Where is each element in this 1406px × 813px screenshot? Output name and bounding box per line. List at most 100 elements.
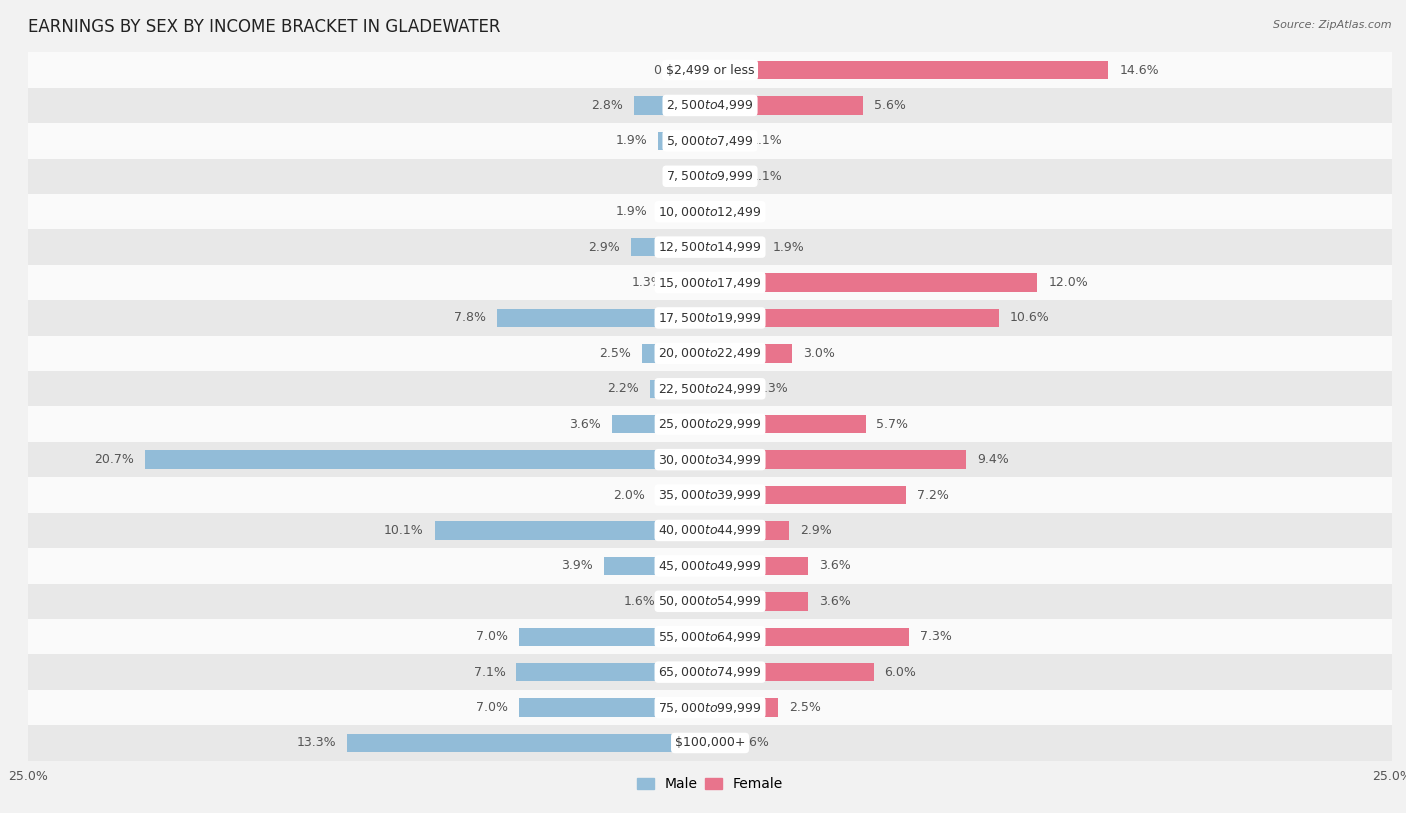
Bar xyxy=(666,592,710,611)
Text: $12,500 to $14,999: $12,500 to $14,999 xyxy=(658,240,762,254)
Bar xyxy=(28,442,1392,477)
Bar xyxy=(710,132,740,150)
Text: 7.3%: 7.3% xyxy=(920,630,952,643)
Bar xyxy=(710,309,1000,327)
Bar xyxy=(658,132,710,150)
Text: 3.6%: 3.6% xyxy=(569,418,600,431)
Bar xyxy=(28,265,1392,300)
Bar xyxy=(710,450,966,469)
Text: 3.0%: 3.0% xyxy=(803,347,835,360)
Text: 7.2%: 7.2% xyxy=(917,489,949,502)
Text: 13.3%: 13.3% xyxy=(297,737,336,750)
Bar xyxy=(516,663,710,681)
Bar xyxy=(28,52,1392,88)
Bar xyxy=(28,371,1392,406)
Bar xyxy=(28,406,1392,442)
Text: $25,000 to $29,999: $25,000 to $29,999 xyxy=(658,417,762,431)
Text: $10,000 to $12,499: $10,000 to $12,499 xyxy=(658,205,762,219)
Bar xyxy=(710,380,745,398)
Text: 1.3%: 1.3% xyxy=(631,276,664,289)
Text: 1.9%: 1.9% xyxy=(616,205,647,218)
Bar xyxy=(28,584,1392,619)
Text: 1.6%: 1.6% xyxy=(624,595,655,608)
Text: 1.3%: 1.3% xyxy=(756,382,789,395)
Text: 1.9%: 1.9% xyxy=(616,134,647,147)
Bar xyxy=(675,273,710,292)
Text: 2.2%: 2.2% xyxy=(607,382,640,395)
Text: $65,000 to $74,999: $65,000 to $74,999 xyxy=(658,665,762,679)
Bar xyxy=(710,734,727,752)
Text: EARNINGS BY SEX BY INCOME BRACKET IN GLADEWATER: EARNINGS BY SEX BY INCOME BRACKET IN GLA… xyxy=(28,18,501,36)
Text: $20,000 to $22,499: $20,000 to $22,499 xyxy=(658,346,762,360)
Text: 2.5%: 2.5% xyxy=(599,347,631,360)
Text: $30,000 to $34,999: $30,000 to $34,999 xyxy=(658,453,762,467)
Text: 2.9%: 2.9% xyxy=(800,524,832,537)
Bar xyxy=(710,344,792,363)
Bar xyxy=(28,477,1392,513)
Text: 14.6%: 14.6% xyxy=(1119,63,1159,76)
Bar xyxy=(28,725,1392,761)
Text: $22,500 to $24,999: $22,500 to $24,999 xyxy=(658,382,762,396)
Bar xyxy=(28,159,1392,194)
Text: 1.1%: 1.1% xyxy=(751,170,783,183)
Legend: Male, Female: Male, Female xyxy=(631,772,789,797)
Text: $45,000 to $49,999: $45,000 to $49,999 xyxy=(658,559,762,573)
Bar xyxy=(710,96,863,115)
Text: $50,000 to $54,999: $50,000 to $54,999 xyxy=(658,594,762,608)
Bar xyxy=(28,123,1392,159)
Bar xyxy=(710,663,873,681)
Text: 3.6%: 3.6% xyxy=(820,559,851,572)
Bar xyxy=(655,486,710,504)
Text: 10.6%: 10.6% xyxy=(1010,311,1050,324)
Bar xyxy=(710,167,740,185)
Bar xyxy=(347,734,710,752)
Text: Source: ZipAtlas.com: Source: ZipAtlas.com xyxy=(1274,20,1392,30)
Bar xyxy=(696,61,710,79)
Bar xyxy=(498,309,710,327)
Bar xyxy=(434,521,710,540)
Text: 5.6%: 5.6% xyxy=(873,99,905,112)
Bar xyxy=(28,194,1392,229)
Bar xyxy=(145,450,710,469)
Bar xyxy=(631,238,710,256)
Text: $5,000 to $7,499: $5,000 to $7,499 xyxy=(666,134,754,148)
Bar xyxy=(710,521,789,540)
Bar xyxy=(710,557,808,575)
Bar xyxy=(519,698,710,717)
Bar xyxy=(28,300,1392,336)
Text: 0.5%: 0.5% xyxy=(654,63,686,76)
Bar xyxy=(650,380,710,398)
Text: 10.1%: 10.1% xyxy=(384,524,423,537)
Text: 0.0%: 0.0% xyxy=(666,170,699,183)
Text: 2.9%: 2.9% xyxy=(588,241,620,254)
Text: $75,000 to $99,999: $75,000 to $99,999 xyxy=(658,701,762,715)
Text: $17,500 to $19,999: $17,500 to $19,999 xyxy=(658,311,762,325)
Text: 1.9%: 1.9% xyxy=(773,241,804,254)
Bar xyxy=(28,619,1392,654)
Text: $7,500 to $9,999: $7,500 to $9,999 xyxy=(666,169,754,183)
Bar xyxy=(710,415,866,433)
Text: 9.4%: 9.4% xyxy=(977,453,1010,466)
Text: 7.8%: 7.8% xyxy=(454,311,486,324)
Bar xyxy=(710,273,1038,292)
Bar xyxy=(519,628,710,646)
Bar xyxy=(710,486,907,504)
Bar xyxy=(28,336,1392,371)
Text: $2,499 or less: $2,499 or less xyxy=(666,63,754,76)
Text: $35,000 to $39,999: $35,000 to $39,999 xyxy=(658,488,762,502)
Text: 2.8%: 2.8% xyxy=(591,99,623,112)
Text: 1.1%: 1.1% xyxy=(751,134,783,147)
Text: $40,000 to $44,999: $40,000 to $44,999 xyxy=(658,524,762,537)
Text: $2,500 to $4,999: $2,500 to $4,999 xyxy=(666,98,754,112)
Bar xyxy=(710,238,762,256)
Text: 2.5%: 2.5% xyxy=(789,701,821,714)
Text: 2.0%: 2.0% xyxy=(613,489,644,502)
Bar xyxy=(28,690,1392,725)
Bar xyxy=(28,229,1392,265)
Text: 7.0%: 7.0% xyxy=(477,630,508,643)
Text: $15,000 to $17,499: $15,000 to $17,499 xyxy=(658,276,762,289)
Bar xyxy=(603,557,710,575)
Text: 12.0%: 12.0% xyxy=(1049,276,1088,289)
Bar xyxy=(710,61,1108,79)
Text: 6.0%: 6.0% xyxy=(884,666,917,679)
